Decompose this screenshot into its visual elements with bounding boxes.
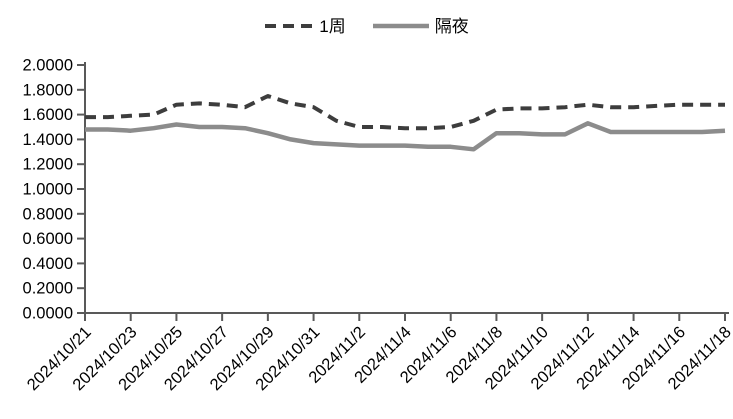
- legend-item-1week: 1周: [264, 16, 346, 36]
- legend-overnight-solid-line-sample: [372, 23, 429, 29]
- y-axis-tick-label: 0.0000: [23, 305, 73, 323]
- legend-item-overnight: 隔夜: [372, 18, 469, 35]
- y-axis-tick-label: 0.8000: [23, 205, 73, 223]
- series-overnight-line: [85, 121, 726, 152]
- y-axis-tick-label: 0.6000: [23, 230, 73, 248]
- x-axis: 2024/10/212024/10/232024/10/252024/10/27…: [24, 312, 733, 394]
- y-axis-tick-label: 1.2000: [23, 156, 73, 174]
- y-axis-tick-label: 1.4000: [23, 131, 73, 149]
- legend: 1周 隔夜: [0, 14, 733, 38]
- y-axis: 0.0000 0.2000 0.4000 0.6000 0.8000 1.0000 1.20…: [23, 57, 86, 323]
- y-axis-tick-label: 2.0000: [23, 57, 73, 75]
- y-axis-tick-label: 0.2000: [23, 280, 73, 298]
- y-axis-tick-label: 1.0000: [23, 181, 73, 199]
- legend-overnight-label: 隔夜: [434, 16, 469, 36]
- series-1week-line: [85, 94, 725, 131]
- series-lines: [85, 94, 726, 152]
- y-axis-tick-label: 0.4000: [23, 255, 73, 273]
- legend-1week-dashed-line-sample: [265, 24, 314, 28]
- legend-1week-label: 1周: [319, 16, 346, 36]
- y-axis-tick-label: 1.6000: [23, 106, 73, 124]
- y-axis-tick-label: 1.8000: [23, 81, 73, 99]
